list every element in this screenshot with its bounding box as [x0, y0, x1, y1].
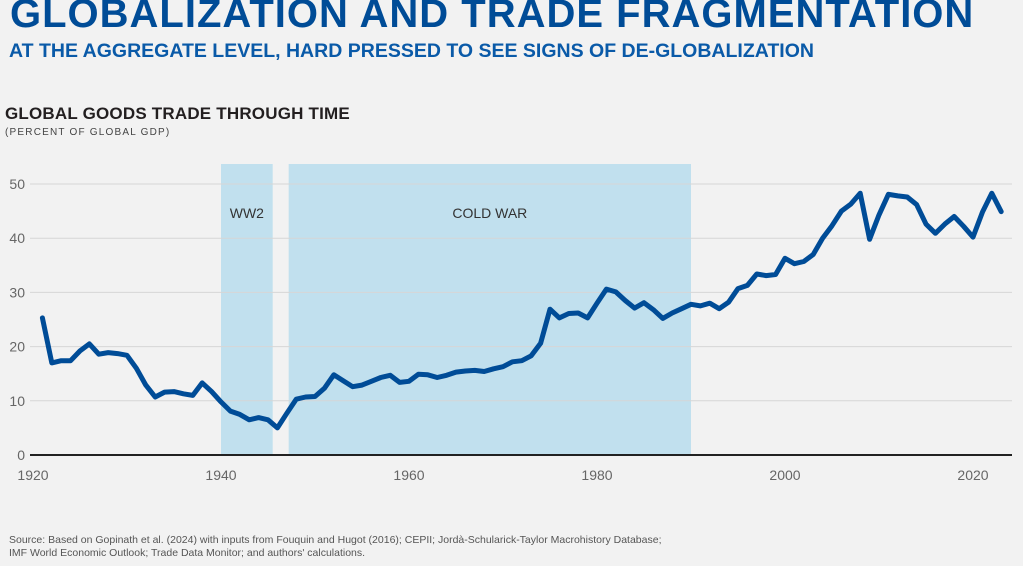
y-tick-label: 10 [9, 393, 25, 409]
chart-unit: (PERCENT OF GLOBAL GDP) [5, 127, 171, 138]
x-tick-label: 1920 [17, 467, 48, 483]
page-subtitle: AT THE AGGREGATE LEVEL, HARD PRESSED TO … [9, 40, 814, 62]
y-tick-label: 20 [9, 339, 25, 355]
x-tick-label: 1960 [393, 467, 424, 483]
y-tick-label: 30 [9, 284, 25, 300]
y-tick-label: 40 [9, 230, 25, 246]
x-tick-label: 1940 [205, 467, 236, 483]
shaded-period-ww2 [221, 164, 273, 455]
x-tick-label: 2020 [957, 467, 988, 483]
source-line-2: IMF World Economic Outlook; Trade Data M… [9, 547, 366, 559]
shaded-period-label: WW2 [230, 205, 264, 221]
y-tick-label: 0 [17, 447, 25, 463]
chart-title: GLOBAL GOODS TRADE THROUGH TIME [5, 104, 350, 123]
shaded-period-label: COLD WAR [452, 205, 527, 221]
page-title: GLOBALIZATION AND TRADE FRAGMENTATION [10, 0, 975, 36]
shaded-period-cold-war [288, 164, 691, 455]
source-line-1: Source: Based on Gopinath et al. (2024) … [9, 534, 662, 546]
x-tick-label: 1980 [581, 467, 612, 483]
source-note: Source: Based on Gopinath et al. (2024) … [9, 534, 729, 560]
y-tick-label: 50 [9, 176, 25, 192]
x-tick-label: 2000 [769, 467, 800, 483]
